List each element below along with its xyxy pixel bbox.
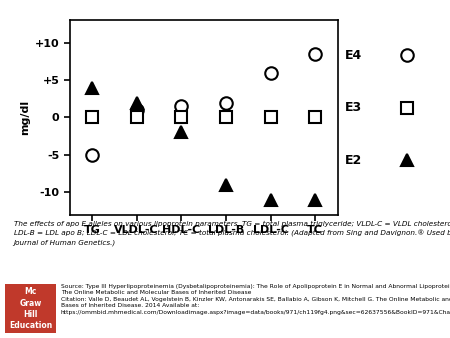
Text: The effects of apo E alleles on various lipoprotein parameters. TG = total plasm: The effects of apo E alleles on various …	[14, 221, 450, 246]
FancyBboxPatch shape	[4, 284, 56, 333]
Text: Mc: Mc	[24, 287, 37, 296]
Text: Graw: Graw	[19, 298, 42, 308]
Y-axis label: mg/dl: mg/dl	[21, 100, 31, 135]
Text: Education: Education	[9, 321, 52, 330]
Text: Source: Type III Hyperlipoproteinemia (Dysbetalipoproteinemia): The Role of Apol: Source: Type III Hyperlipoproteinemia (D…	[61, 284, 450, 315]
Text: E2: E2	[345, 154, 362, 167]
Text: E4: E4	[345, 49, 362, 62]
Text: E3: E3	[345, 101, 362, 114]
Text: Hill: Hill	[23, 310, 38, 319]
